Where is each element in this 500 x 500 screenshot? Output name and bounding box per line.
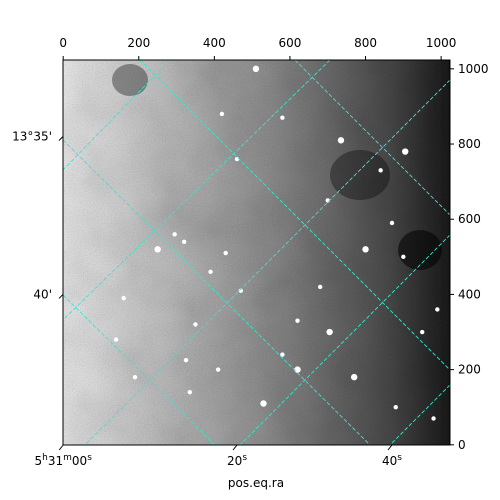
source-point xyxy=(121,295,126,301)
source-point xyxy=(132,374,138,380)
grid-line xyxy=(63,60,171,171)
source-point xyxy=(215,367,221,372)
left-dec-axis: 13°35' 40' xyxy=(12,130,64,301)
right-tick-label: 200 xyxy=(458,363,481,377)
left-tick xyxy=(58,136,64,141)
tick-value: 5 xyxy=(34,454,42,468)
top-tick-label: 600 xyxy=(278,36,301,50)
source-point xyxy=(295,318,300,323)
right-tick-label: 800 xyxy=(458,137,481,151)
grid-line xyxy=(63,139,371,445)
bottom-tick xyxy=(387,444,393,451)
bottom-tick-label: 40s xyxy=(382,453,402,468)
grid-line xyxy=(84,79,450,445)
tick-value: 20 xyxy=(227,454,242,468)
source-point xyxy=(260,400,267,407)
left-tick xyxy=(58,294,64,299)
top-tick-label: 1000 xyxy=(426,36,457,50)
source-point xyxy=(294,366,301,373)
tick-unit: s xyxy=(242,453,247,463)
source-point xyxy=(181,239,187,244)
left-tick-label: 40' xyxy=(33,287,52,301)
source-point xyxy=(154,246,161,253)
bottom-tick-label: 20s xyxy=(227,453,247,468)
tick-value: 40 xyxy=(382,454,397,468)
right-tick-label: 1000 xyxy=(458,62,489,76)
right-pixel-axis: 0 200 400 600 800 1000 xyxy=(450,62,489,452)
source-point xyxy=(378,168,383,173)
coordinate-grid xyxy=(63,60,450,445)
source-point xyxy=(435,307,440,312)
dark-patch xyxy=(112,64,148,96)
source-layer xyxy=(113,65,440,421)
source-point xyxy=(401,254,406,260)
dark-patch xyxy=(398,230,442,270)
bottom-tick-label: 5h31m00s xyxy=(34,453,92,468)
right-tick-label: 600 xyxy=(458,212,481,226)
left-tick-label: 13°35' xyxy=(12,130,52,144)
source-point xyxy=(393,405,398,410)
tick-unit: s xyxy=(397,453,402,463)
source-point xyxy=(402,148,409,155)
tick-unit: h xyxy=(42,453,48,463)
top-pixel-axis: 0 200 400 600 800 1000 xyxy=(59,36,456,60)
plot-frame xyxy=(62,59,451,446)
source-point xyxy=(223,250,228,256)
image-panel xyxy=(63,60,450,445)
bottom-ra-axis: 5h31m00s 20s 40s xyxy=(34,444,402,468)
image-texture xyxy=(63,60,450,445)
top-tick-label: 400 xyxy=(203,36,226,50)
source-point xyxy=(187,389,192,395)
tick-value: 31 xyxy=(48,454,63,468)
right-tick-label: 400 xyxy=(458,287,481,301)
source-point xyxy=(280,115,285,120)
source-point xyxy=(113,337,119,342)
source-point xyxy=(252,65,260,73)
source-point xyxy=(350,373,358,381)
top-tick-label: 200 xyxy=(127,36,150,50)
source-point xyxy=(238,288,244,293)
tick-unit: m xyxy=(63,453,72,463)
top-tick-label: 0 xyxy=(59,36,67,50)
source-point xyxy=(326,328,333,336)
grid-line xyxy=(389,384,450,445)
dark-patch xyxy=(330,150,390,200)
grid-line xyxy=(294,60,450,216)
source-point xyxy=(208,269,213,275)
source-point xyxy=(317,284,323,290)
source-point xyxy=(183,358,189,363)
source-point xyxy=(362,246,369,253)
grid-line xyxy=(139,60,450,371)
right-tick-label: 0 xyxy=(458,438,466,452)
top-tick-label: 800 xyxy=(354,36,377,50)
tick-unit: s xyxy=(87,453,92,463)
source-point xyxy=(420,329,425,335)
source-point xyxy=(172,232,177,237)
bottom-tick xyxy=(232,444,238,451)
tick-value: 00 xyxy=(72,454,87,468)
x-axis-title: pos.eq.ra xyxy=(228,476,284,490)
source-point xyxy=(337,137,345,144)
source-point xyxy=(193,322,198,327)
grid-line xyxy=(63,60,331,321)
grid-line xyxy=(239,234,450,445)
grid-line xyxy=(63,294,216,445)
source-point xyxy=(280,352,285,357)
source-point xyxy=(431,416,436,421)
bottom-tick xyxy=(58,444,64,451)
source-point xyxy=(219,111,225,117)
source-point xyxy=(389,220,395,226)
